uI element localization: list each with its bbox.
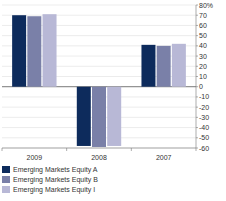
tick-label: 60 <box>199 22 207 29</box>
legend-swatch <box>2 166 10 173</box>
legend-label: Emerging Markets Equity A <box>13 166 98 174</box>
category-label: 2008 <box>91 154 107 161</box>
legend-label: Emerging Markets Equity B <box>13 176 98 184</box>
grid-line <box>2 15 196 16</box>
tick-label: 50 <box>199 32 207 39</box>
tick-label: 80% <box>199 2 213 9</box>
tick-label: -40 <box>199 124 209 131</box>
category-label: 2007 <box>156 154 172 161</box>
category-separator <box>66 148 67 151</box>
chart-svg: -60 -50 -40 -30 -20 -10 0 10 20 30 40 50 60 70 80% 2009… <box>0 0 226 201</box>
grid-line <box>2 5 196 6</box>
y-axis-line <box>196 5 197 148</box>
tick-label: 30 <box>199 53 207 60</box>
category-separator <box>2 148 3 151</box>
category-separator <box>196 148 197 151</box>
legend-label: Emerging Markets Equity I <box>13 186 95 194</box>
category-label: 2009 <box>27 154 43 161</box>
x-axis-line <box>2 148 196 149</box>
bar <box>77 87 91 146</box>
bar <box>107 87 121 146</box>
grid-line <box>2 148 196 149</box>
bar <box>141 45 155 87</box>
bar <box>43 14 57 87</box>
tick-label: -20 <box>199 104 209 111</box>
tick-label: 0 <box>199 83 203 90</box>
tick-label: -30 <box>199 114 209 121</box>
bar <box>12 15 26 87</box>
tick-label: -60 <box>199 145 209 152</box>
category-separator <box>131 148 132 151</box>
bar <box>172 44 186 87</box>
bar <box>92 87 106 147</box>
tick-label: 20 <box>199 63 207 70</box>
tick-label: 70 <box>199 12 207 19</box>
bar <box>157 46 171 87</box>
chart-root: -60 -50 -40 -30 -20 -10 0 10 20 30 40 50 60 70 80% 2009… <box>0 0 226 201</box>
legend-swatch <box>2 176 10 183</box>
tick-label: 40 <box>199 42 207 49</box>
tick-label: -50 <box>199 134 209 141</box>
bar <box>27 16 41 86</box>
legend-swatch <box>2 186 10 193</box>
tick-label: 10 <box>199 73 207 80</box>
bars <box>12 14 186 147</box>
tick-label: -10 <box>199 93 209 100</box>
